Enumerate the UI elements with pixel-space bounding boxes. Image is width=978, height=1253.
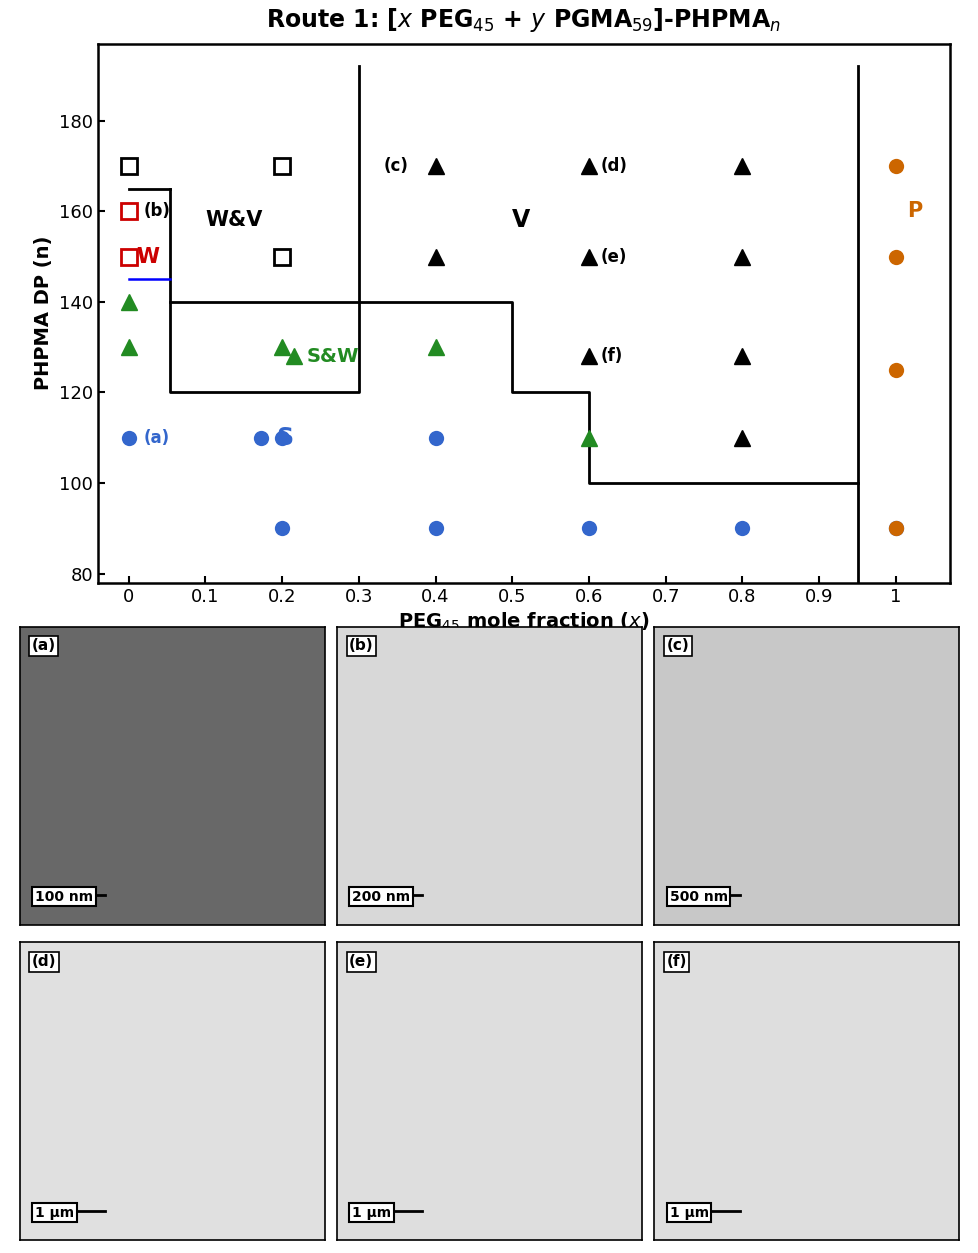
Text: V: V xyxy=(511,208,530,233)
Text: W: W xyxy=(136,247,159,267)
Y-axis label: PHPMA DP (n): PHPMA DP (n) xyxy=(34,236,54,391)
X-axis label: PEG$_{45}$ mole fraction ($x$): PEG$_{45}$ mole fraction ($x$) xyxy=(398,611,648,633)
Text: (e): (e) xyxy=(349,955,373,970)
Text: 1 μm: 1 μm xyxy=(669,1205,708,1219)
Text: (c): (c) xyxy=(383,157,408,175)
Title: Route 1: [$x$ PEG$_{45}$ + $y$ PGMA$_{59}$]-PHPMA$_n$: Route 1: [$x$ PEG$_{45}$ + $y$ PGMA$_{59… xyxy=(266,6,780,34)
Text: (e): (e) xyxy=(600,248,626,266)
Text: (d): (d) xyxy=(600,157,627,175)
Text: (b): (b) xyxy=(144,203,170,221)
Text: S&W: S&W xyxy=(306,347,359,366)
Text: (d): (d) xyxy=(31,955,56,970)
Text: S: S xyxy=(277,426,293,450)
Text: 500 nm: 500 nm xyxy=(669,890,727,903)
Text: (b): (b) xyxy=(349,639,374,653)
Text: (f): (f) xyxy=(666,955,687,970)
Text: (a): (a) xyxy=(31,639,56,653)
Text: 1 μm: 1 μm xyxy=(352,1205,391,1219)
Text: 1 μm: 1 μm xyxy=(35,1205,74,1219)
Text: 200 nm: 200 nm xyxy=(352,890,410,903)
Text: P: P xyxy=(907,202,921,222)
Text: (c): (c) xyxy=(666,639,689,653)
Text: (a): (a) xyxy=(144,429,170,447)
Text: (f): (f) xyxy=(600,347,622,366)
Text: W&V: W&V xyxy=(205,211,262,231)
Text: 100 nm: 100 nm xyxy=(35,890,93,903)
